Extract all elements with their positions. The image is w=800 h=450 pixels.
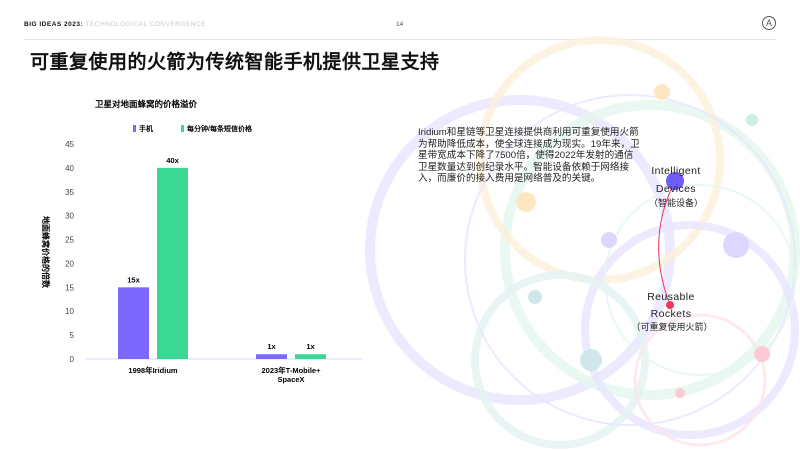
- y-tick-label: 10: [65, 307, 74, 316]
- network-node: [601, 232, 617, 248]
- y-axis-label: 地面蜂窝价格的倍数: [41, 216, 51, 289]
- x-tick-label: SpaceX: [277, 375, 304, 384]
- y-tick-label: 15: [65, 283, 74, 292]
- x-tick-label: 2023年T-Mobile+: [262, 365, 322, 375]
- chart-title: 卫星对地面蜂窝的价格溢价: [95, 99, 198, 109]
- node-label: Intelligent: [651, 165, 701, 177]
- node-label: Devices: [655, 183, 697, 195]
- bar: [157, 167, 188, 359]
- network-node: [723, 232, 749, 258]
- page-number: 14: [396, 21, 404, 28]
- node-label: Rockets: [650, 308, 692, 320]
- network-arc: [471, 271, 649, 449]
- data-label: 1x: [306, 342, 315, 351]
- description-text: Iridium和星链等卫星连接提供商利用可重复使用火箭为帮助降低成本，使全球连接…: [418, 127, 640, 184]
- y-tick-label: 35: [65, 188, 74, 197]
- y-tick-label: 20: [65, 259, 74, 268]
- divider: [24, 39, 776, 40]
- node-label-cn: （智能设备）: [648, 198, 703, 208]
- data-label: 15x: [127, 275, 140, 284]
- network-node: [528, 290, 542, 304]
- bar: [256, 354, 287, 359]
- network-node: [754, 346, 770, 362]
- page-title: 可重复使用的火箭为传统智能手机提供卫星支持: [30, 52, 440, 73]
- bar: [118, 287, 149, 359]
- y-tick-label: 0: [70, 355, 75, 364]
- legend-label: 手机: [139, 124, 153, 133]
- legend-label: 每分钟/每条短信价格: [187, 124, 253, 133]
- network-arc: [464, 94, 796, 426]
- network-arc: [604, 184, 796, 376]
- network-arc: [633, 313, 767, 447]
- network-node: [654, 84, 670, 100]
- network-node: [746, 114, 758, 126]
- x-tick-label: 1998年Iridium: [128, 365, 178, 375]
- data-label: 1x: [267, 342, 276, 351]
- network-node: [666, 301, 674, 309]
- y-tick-label: 25: [65, 236, 74, 245]
- network-node: [675, 388, 685, 398]
- network-node: [580, 349, 602, 371]
- network-arc: [581, 221, 799, 439]
- logo-icon: A: [762, 16, 776, 30]
- legend-swatch: [181, 125, 184, 132]
- y-tick-label: 30: [65, 212, 74, 221]
- y-tick-label: 45: [65, 140, 74, 149]
- y-tick-label: 5: [70, 331, 75, 340]
- network-node: [666, 172, 684, 190]
- header-subtitle: TECHNOLOGICAL CONVERGENCE: [85, 21, 207, 28]
- network-link: [658, 180, 676, 306]
- network-node: [516, 192, 536, 212]
- node-label: Reusable: [647, 291, 695, 303]
- node-label-cn: （可重复使用火箭）: [631, 322, 713, 332]
- network-arc: [365, 95, 675, 405]
- brand-text: BIG IDEAS 2023:: [24, 21, 84, 28]
- y-tick-label: 40: [65, 164, 74, 173]
- header-brand: BIG IDEAS 2023: TECHNOLOGICAL CONVERGENC…: [24, 21, 206, 28]
- data-label: 40x: [166, 156, 179, 165]
- legend-swatch: [133, 125, 136, 132]
- bar: [295, 354, 326, 359]
